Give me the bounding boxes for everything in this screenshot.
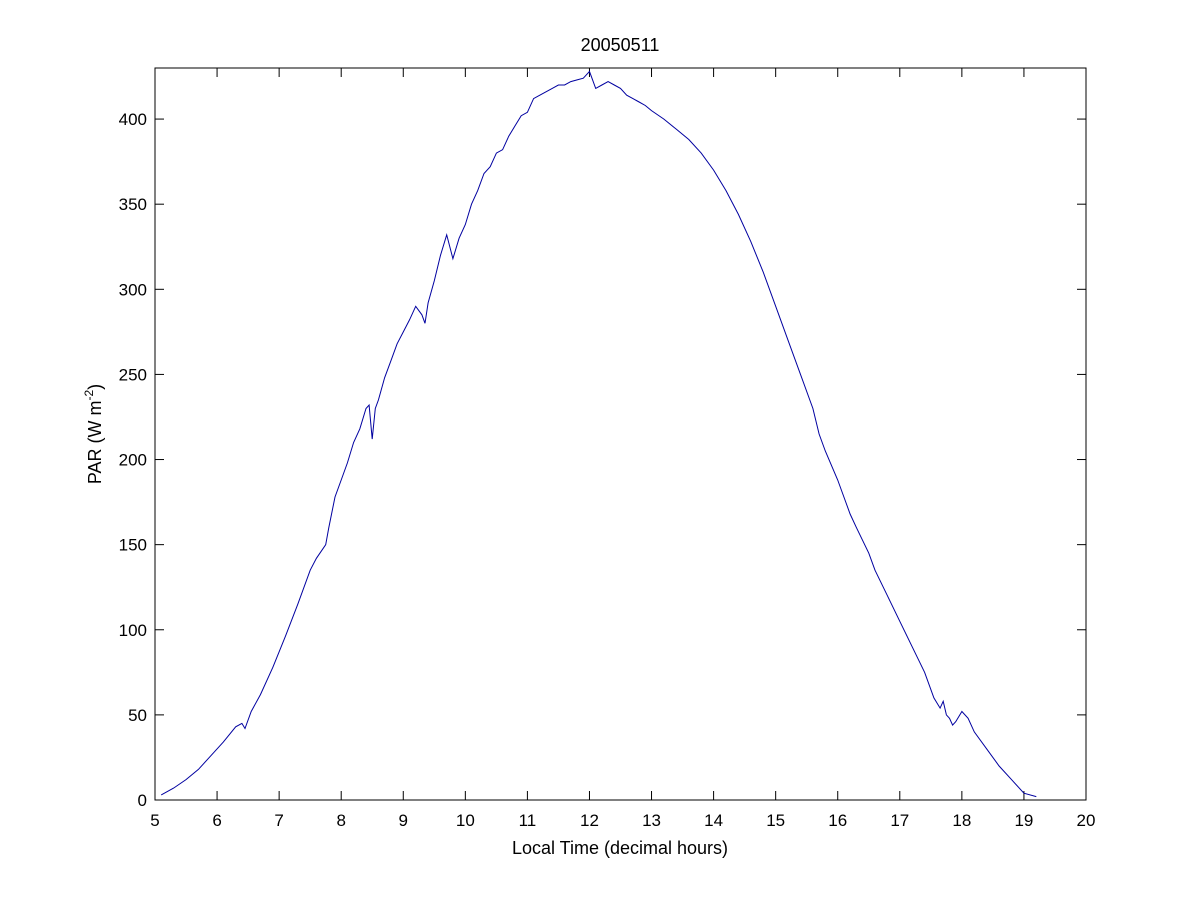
x-tick-label: 14 xyxy=(704,811,723,830)
y-axis-label-close: ) xyxy=(85,384,105,390)
y-tick-label: 200 xyxy=(119,451,147,470)
x-tick-label: 12 xyxy=(580,811,599,830)
y-tick-label: 100 xyxy=(119,621,147,640)
x-axis-label: Local Time (decimal hours) xyxy=(512,838,728,858)
x-tick-label: 16 xyxy=(828,811,847,830)
y-tick-label: 50 xyxy=(128,706,147,725)
y-tick-label: 350 xyxy=(119,195,147,214)
axis-ticks xyxy=(154,68,1087,801)
y-tick-label: 250 xyxy=(119,365,147,384)
x-tick-label: 6 xyxy=(212,811,221,830)
y-tick-label: 0 xyxy=(138,791,147,810)
plot-area-frame xyxy=(154,67,1087,801)
par-series-line xyxy=(160,70,1037,798)
y-tick-label: 150 xyxy=(119,536,147,555)
x-tick-label: 17 xyxy=(890,811,909,830)
x-tick-label: 15 xyxy=(766,811,785,830)
y-axis-label: PAR (W m-2) xyxy=(82,384,105,484)
x-tick-label: 9 xyxy=(399,811,408,830)
x-tick-label: 18 xyxy=(952,811,971,830)
x-tick-label: 13 xyxy=(642,811,661,830)
y-tick-label: 400 xyxy=(119,110,147,129)
y-tick-label: 300 xyxy=(119,280,147,299)
x-tick-label: 5 xyxy=(150,811,159,830)
x-tick-label: 19 xyxy=(1014,811,1033,830)
x-tick-label: 8 xyxy=(336,811,345,830)
y-axis-label-main: PAR (W m xyxy=(85,401,105,485)
x-tick-label: 7 xyxy=(274,811,283,830)
chart-title: 20050511 xyxy=(581,35,660,55)
x-tick-label: 20 xyxy=(1077,811,1096,830)
y-axis-label-superscript: -2 xyxy=(82,390,96,401)
axis-tick-labels: 5 6 7 8 9 10 11 12 13 14 15 16 17 18 19 200501001502002… xyxy=(119,110,1096,830)
x-tick-label: 11 xyxy=(519,811,537,830)
x-tick-label: 10 xyxy=(456,811,475,830)
